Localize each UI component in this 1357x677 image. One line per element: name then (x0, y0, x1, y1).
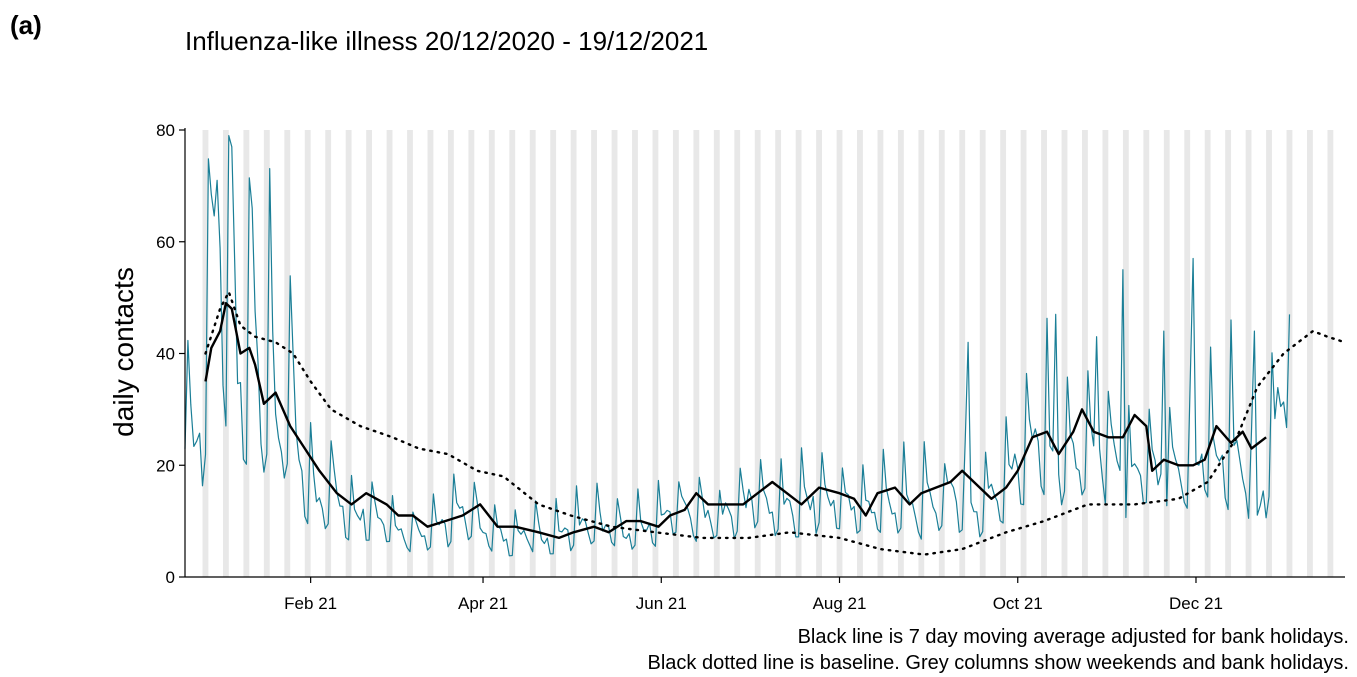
weekend-column (1143, 130, 1150, 577)
weekend-column (407, 130, 413, 577)
caption-line-1: Black line is 7 day moving average adjus… (797, 626, 1349, 648)
weekend-column (447, 130, 454, 577)
weekend-column (672, 130, 679, 577)
y-tick-label: 0 (166, 568, 175, 587)
weekend-column (509, 130, 516, 577)
weekend-column (938, 130, 945, 577)
weekend-column (222, 130, 229, 577)
weekend-column (1020, 130, 1027, 577)
weekend-column (591, 130, 597, 577)
weekend-column (386, 130, 393, 577)
x-tick-label: Oct 21 (993, 594, 1043, 613)
weekend-column (1184, 130, 1191, 577)
x-tick-label: Jun 21 (636, 594, 687, 613)
weekend-column (1327, 130, 1334, 577)
baseline-series (204, 288, 1347, 556)
weekend-column (652, 130, 659, 577)
weekend-column (611, 130, 618, 577)
weekend-column (897, 130, 904, 577)
weekend-column (1266, 130, 1272, 577)
axes: 0 20 40 60 80 Feb 21 Apr 21 Jun 21 Aug 21 Oct 21 D… (156, 121, 1345, 613)
weekend-column (713, 130, 720, 577)
weekend-column (570, 130, 577, 577)
weekend-column (284, 130, 291, 577)
weekend-column (959, 130, 966, 577)
y-tick-label: 40 (156, 345, 175, 364)
weekend-column (775, 130, 782, 577)
weekend-column (366, 130, 373, 577)
weekend-column (836, 130, 843, 577)
x-tick-label: Aug 21 (813, 594, 867, 613)
weekend-column (1061, 130, 1068, 577)
weekend-column (979, 130, 986, 577)
weekend-column (263, 130, 270, 577)
y-tick-label: 60 (156, 233, 175, 252)
weekend-column (304, 130, 311, 577)
weekend-column (345, 130, 352, 577)
weekend-column (816, 130, 822, 577)
weekend-column (1163, 130, 1170, 577)
weekend-column (1102, 130, 1109, 577)
weekend-column (734, 130, 741, 577)
x-tick-label: Feb 21 (284, 594, 337, 613)
chart-title: Influenza-like illness 20/12/2020 - 19/1… (185, 26, 709, 56)
caption-line-2: Black dotted line is baseline. Grey colu… (647, 652, 1349, 674)
y-tick-label: 80 (156, 121, 175, 140)
weekend-column (468, 130, 475, 577)
x-tick-label: Dec 21 (1169, 594, 1223, 613)
weekend-column (529, 130, 536, 577)
weekend-column (1000, 130, 1007, 577)
weekend-column (857, 130, 863, 577)
weekend-column (1307, 130, 1313, 577)
weekend-shading (202, 130, 1334, 577)
weekend-column (427, 130, 434, 577)
weekend-column (693, 130, 700, 577)
weekend-column (1204, 130, 1211, 577)
y-tick-label: 20 (156, 456, 175, 475)
weekend-column (877, 130, 884, 577)
x-tick-label: Apr 21 (458, 594, 508, 613)
weekend-column (243, 130, 250, 577)
moving-average-line (204, 302, 1267, 540)
weekend-column (918, 130, 925, 577)
weekend-column (754, 130, 761, 577)
baseline-line (204, 288, 1347, 556)
panel-label: (a) (10, 10, 42, 40)
chart-plot: 0 20 40 60 80 Feb 21 Apr 21 Jun 21 Aug 21 Oct 21 D… (156, 121, 1347, 613)
weekend-column (1225, 130, 1232, 577)
weekend-column (795, 130, 802, 577)
weekend-column (1245, 130, 1252, 577)
weekend-column (1041, 130, 1047, 577)
weekend-column (550, 130, 557, 577)
weekend-column (1286, 130, 1293, 577)
weekend-column (1122, 130, 1129, 577)
weekend-column (1082, 130, 1088, 577)
weekend-column (325, 130, 332, 577)
moving-average-series (204, 302, 1267, 540)
weekend-column (632, 130, 638, 577)
weekend-column (488, 130, 495, 577)
